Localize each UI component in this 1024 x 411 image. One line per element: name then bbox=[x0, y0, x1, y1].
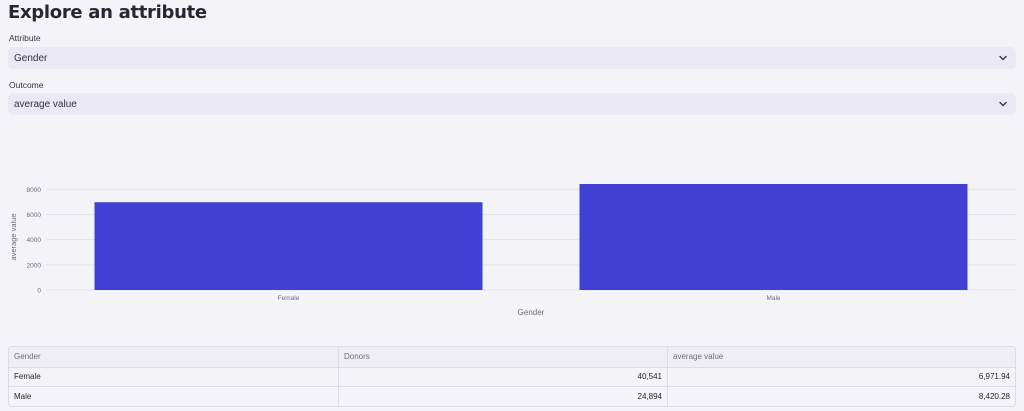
x-axis-title: Gender bbox=[518, 308, 545, 317]
bar-female bbox=[94, 202, 483, 290]
bar-male bbox=[579, 184, 968, 290]
summary-table: Gender Donors average value Female 40,54… bbox=[8, 346, 1016, 407]
table-header-row: Gender Donors average value bbox=[9, 347, 1015, 367]
table-cell-gender: Female bbox=[14, 372, 41, 382]
table-cell-average-value: 8,420.28 bbox=[667, 387, 1015, 406]
y-tick-label: 8000 bbox=[27, 187, 42, 194]
table-cell-gender: Male bbox=[14, 391, 32, 401]
table-cell-donors: 40,541 bbox=[338, 367, 667, 386]
outcome-select[interactable]: average value bbox=[8, 93, 1016, 115]
y-tick-label: 0 bbox=[37, 288, 41, 295]
attribute-select[interactable]: Gender bbox=[8, 47, 1016, 69]
column-header-donors[interactable]: Donors bbox=[338, 347, 667, 367]
table-cell-donors: 24,894 bbox=[338, 387, 667, 406]
column-header-average-value[interactable]: average value bbox=[667, 347, 1015, 367]
table-row: Male 24,894 8,420.28 bbox=[9, 386, 1015, 406]
page-title: Explore an attribute bbox=[8, 2, 207, 23]
y-tick-label: 6000 bbox=[27, 212, 42, 219]
x-tick-label: Female bbox=[278, 295, 300, 302]
attribute-select-value: Gender bbox=[14, 52, 48, 64]
outcome-select-value: average value bbox=[14, 98, 77, 110]
outcome-label: Outcome bbox=[9, 80, 44, 90]
bar-chart: 0 2000 4000 6000 8000 Female Male Gender average… bbox=[0, 170, 1024, 325]
chevron-down-icon bbox=[997, 98, 1009, 110]
x-tick-label: Male bbox=[766, 295, 780, 302]
table-cell-average-value: 6,971.94 bbox=[667, 367, 1015, 386]
bar-chart-svg: 0 2000 4000 6000 8000 Female Male Gender average… bbox=[9, 184, 1016, 317]
y-tick-label: 4000 bbox=[27, 237, 42, 244]
chevron-down-icon bbox=[997, 52, 1009, 64]
y-axis-title: average value bbox=[9, 213, 18, 260]
y-tick-label: 2000 bbox=[27, 262, 42, 269]
column-header-gender[interactable]: Gender bbox=[14, 352, 41, 362]
table-row: Female 40,541 6,971.94 bbox=[9, 366, 1015, 386]
attribute-label: Attribute bbox=[9, 33, 41, 43]
